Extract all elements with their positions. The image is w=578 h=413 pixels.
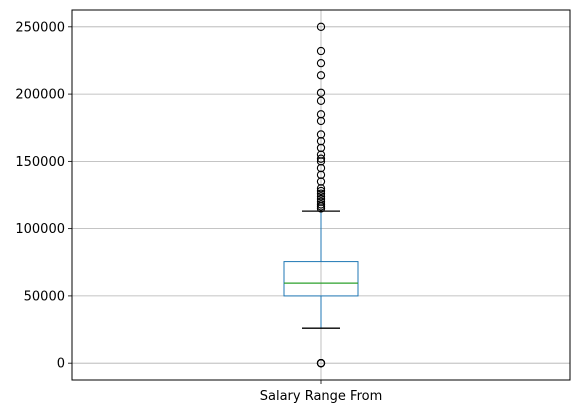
outlier-point [316, 192, 326, 201]
iqr-box [283, 261, 359, 297]
outlier-point [316, 200, 326, 209]
y-tick-label: 200000 [15, 88, 65, 103]
y-tick-label: 100000 [15, 222, 65, 237]
outlier-point [316, 194, 326, 204]
outlier-point [316, 110, 326, 119]
box-group [283, 22, 359, 368]
outlier-point [316, 359, 326, 368]
outlier-point [316, 130, 326, 139]
outlier-point [316, 186, 326, 196]
outlier-point [316, 189, 326, 198]
outlier-point [316, 58, 326, 68]
outlier-point [316, 22, 326, 31]
y-tick-label: 250000 [15, 20, 65, 35]
x-category-label: Salary Range From [260, 389, 383, 404]
outlier-point [316, 96, 326, 105]
y-tick-marks [68, 26, 72, 364]
y-tick-label: 0 [57, 357, 65, 372]
box-series [283, 22, 359, 368]
axes-frame [71, 9, 571, 381]
y-tick-labels: 0 50000 100000 150000 200000 250000 [15, 20, 65, 371]
y-tick-label: 50000 [24, 289, 65, 304]
y-tick-label: 150000 [15, 155, 65, 170]
outlier-point [316, 154, 326, 163]
outlier-point [316, 88, 326, 97]
outlier-point [316, 197, 326, 206]
outlier-point [316, 46, 326, 56]
outlier-point [316, 71, 326, 80]
